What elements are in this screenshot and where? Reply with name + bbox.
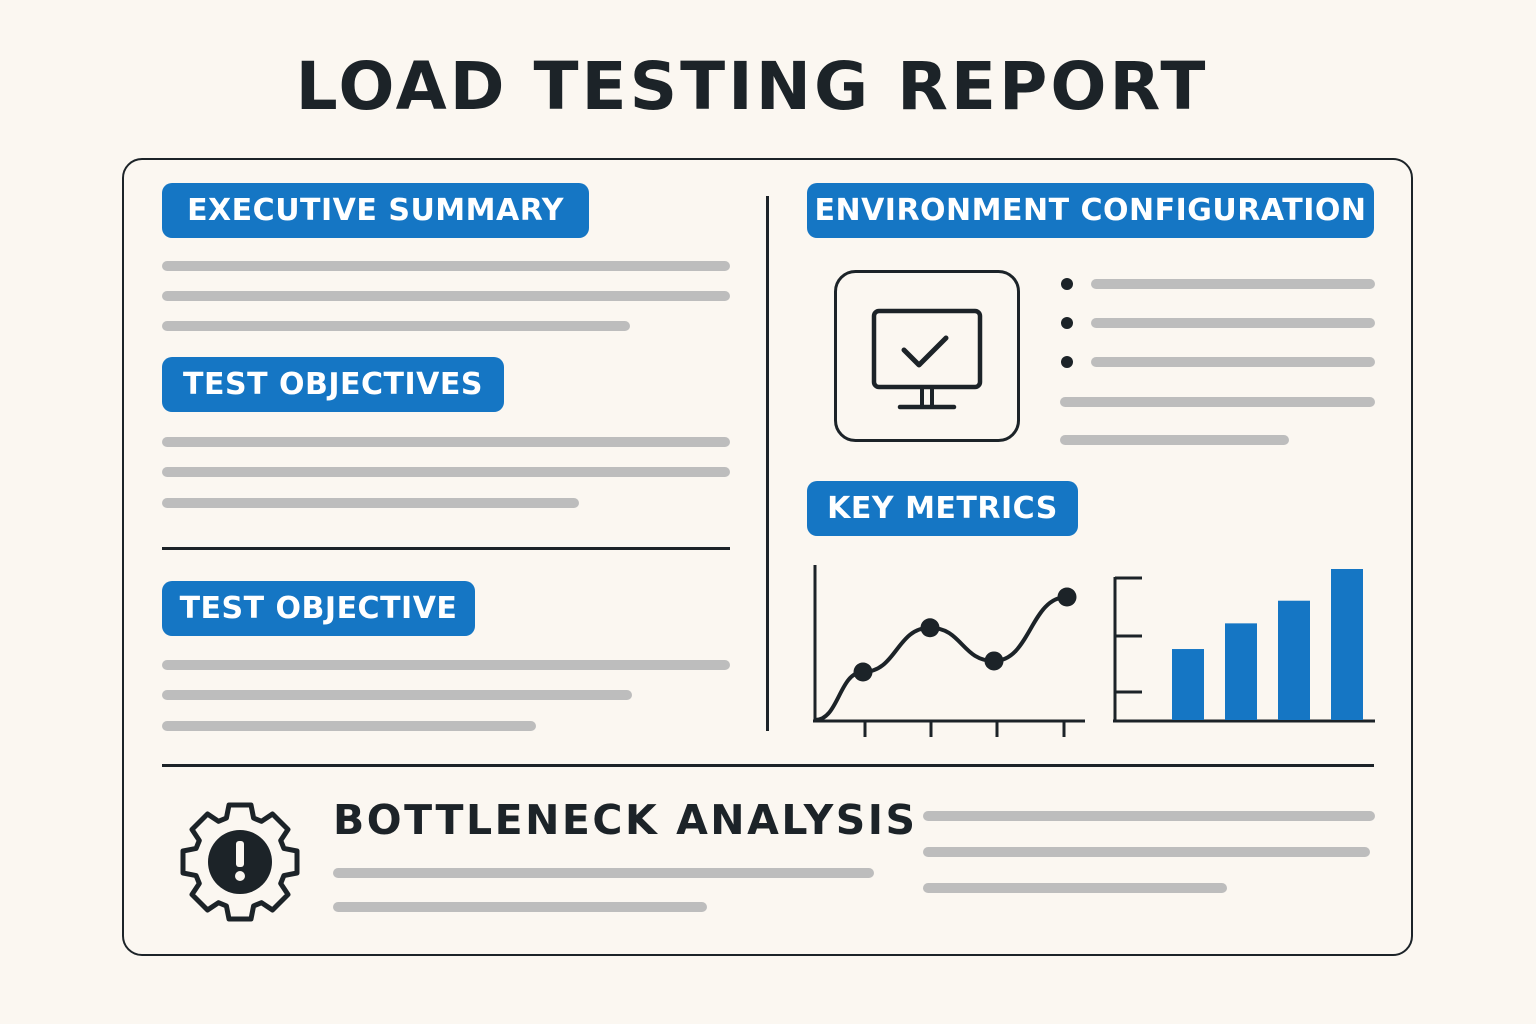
data-point [1057,587,1077,607]
bar [1225,623,1257,720]
bullet-icon [1061,356,1073,368]
bar-chart [1113,569,1375,723]
text-placeholder-line [1091,318,1375,328]
monitor-check-icon [834,270,1020,442]
bullet-icon [1061,317,1073,329]
bar [1172,649,1204,720]
section-executive-summary: EXECUTIVE SUMMARY [162,183,589,238]
section-bottleneck-analysis: BOTTLENECK ANALYSIS [333,796,918,844]
text-placeholder-line [162,291,730,301]
text-placeholder-line [162,261,730,271]
bullet-icon [1061,278,1073,290]
page-title: LOAD TESTING REPORT [295,48,1209,125]
bar [1331,569,1363,720]
text-placeholder-line [162,321,630,331]
text-placeholder-line [923,811,1375,821]
text-placeholder-line [1091,279,1375,289]
text-placeholder-line [923,847,1370,857]
section-key-metrics: KEY METRICS [807,481,1078,536]
text-placeholder-line [1060,435,1289,445]
gear-exclamation-icon [180,802,300,922]
text-placeholder-line [1060,397,1375,407]
series-line [814,595,1068,722]
text-placeholder-line [1091,357,1375,367]
text-placeholder-line [333,868,874,878]
text-placeholder-line [162,437,730,447]
text-placeholder-line [162,690,632,700]
text-placeholder-line [162,721,536,731]
data-point [853,662,873,682]
text-placeholder-line [162,660,730,670]
data-point [920,618,940,638]
text-placeholder-line [333,902,707,912]
section-divider [162,547,730,550]
section-test-objective: TEST OBJECTIVE [162,581,475,636]
column-divider [766,196,769,731]
bar [1278,600,1310,720]
text-placeholder-line [923,883,1227,893]
text-placeholder-line [162,498,579,508]
report-frame [122,158,1413,956]
line-chart [813,565,1085,737]
section-divider [162,764,1374,767]
section-environment-configuration: ENVIRONMENT CONFIGURATION [807,183,1374,238]
text-placeholder-line [162,467,730,477]
section-test-objectives: TEST OBJECTIVES [162,357,504,412]
data-point [984,651,1004,671]
